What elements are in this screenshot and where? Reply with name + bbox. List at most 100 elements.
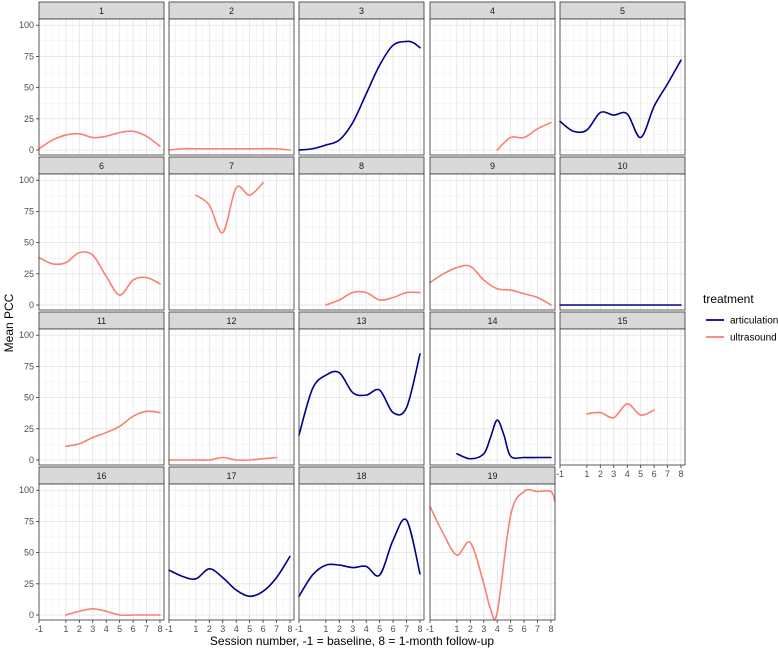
facet-strip-label: 11 <box>97 316 106 326</box>
panel-background <box>169 19 294 155</box>
facet-strip-label: 2 <box>229 6 234 16</box>
facet-strip-label: 17 <box>226 471 236 481</box>
x-tick-label: 1 <box>584 469 589 479</box>
y-tick-label: 0 <box>29 145 34 155</box>
y-tick-label: 75 <box>24 516 34 526</box>
y-tick-label: 0 <box>29 610 34 620</box>
y-tick-label: 100 <box>19 330 34 340</box>
x-tick-label: 8 <box>678 469 683 479</box>
x-tick-label: 2 <box>337 624 342 634</box>
x-tick-label: -1 <box>35 624 43 634</box>
facet-panel-17: 17 -1 1 2 3 4 5 6 7 8 <box>165 466 295 634</box>
panel-border <box>168 173 295 311</box>
x-tick-label: 8 <box>548 624 553 634</box>
facet-panel-1: 1 0 25 50 75 100 <box>19 1 165 156</box>
facet-strip-label: 13 <box>356 316 366 326</box>
y-tick-label: 75 <box>24 206 34 216</box>
y-tick-label: 50 <box>24 238 34 248</box>
x-tick-label: 7 <box>665 469 670 479</box>
x-tick-label: 3 <box>481 624 486 634</box>
x-tick-label: 7 <box>144 624 149 634</box>
panel-border <box>298 483 425 621</box>
facet-panel-7: 7 <box>168 156 295 311</box>
x-tick-label: 4 <box>495 624 500 634</box>
x-tick-label: 6 <box>522 624 527 634</box>
panel-border <box>429 173 556 311</box>
x-tick-label: -1 <box>426 624 434 634</box>
panel-border <box>559 18 686 156</box>
series-line-articulation <box>298 518 421 598</box>
facet-strip-label: 9 <box>490 161 495 171</box>
y-axis-title: Mean PCC <box>2 293 16 352</box>
series-line-articulation <box>298 40 421 151</box>
x-tick-label: 3 <box>350 624 355 634</box>
series-line-ultrasound <box>325 290 421 306</box>
series-line-articulation <box>298 353 421 436</box>
y-tick-label: 100 <box>19 485 34 495</box>
series-line-ultrasound <box>168 456 278 462</box>
series-line-ultrasound <box>195 181 264 234</box>
x-tick-label: 4 <box>104 624 109 634</box>
facet-strip-label: 3 <box>359 6 364 16</box>
panel-border <box>38 483 165 621</box>
series-line-ultrasound <box>38 251 161 296</box>
panel-border <box>168 18 295 156</box>
legend-item-articulation: articulation <box>706 316 778 327</box>
facet-panel-18: 18 -1 1 2 3 4 5 6 7 8 <box>295 466 425 634</box>
facet-strip-label: 14 <box>487 316 497 326</box>
x-tick-label: 3 <box>611 469 616 479</box>
x-tick-label: -1 <box>556 469 564 479</box>
panel-border <box>38 18 165 156</box>
x-tick-label: 4 <box>625 469 630 479</box>
series-line-ultrasound <box>65 607 161 617</box>
legend-item-ultrasound: ultrasound <box>706 333 777 344</box>
panel-background <box>299 329 424 465</box>
series-line-ultrasound <box>586 403 655 419</box>
series-line-articulation <box>456 419 552 460</box>
y-tick-label: 50 <box>24 548 34 558</box>
panel-background <box>430 19 555 155</box>
panel-background <box>560 174 685 310</box>
legend: treatment articulation ultrasound <box>703 292 778 344</box>
facet-panel-14: 14 <box>429 311 556 466</box>
x-tick-label: 7 <box>535 624 540 634</box>
panel-background <box>39 484 164 620</box>
y-tick-label: 25 <box>24 424 34 434</box>
panel-background <box>299 174 424 310</box>
x-tick-label: 3 <box>220 624 225 634</box>
y-tick-label: 75 <box>24 51 34 61</box>
facet-panel-3: 3 <box>298 1 425 156</box>
facet-panel-10: 10 <box>559 156 686 311</box>
facet-strip-label: 5 <box>620 6 625 16</box>
x-tick-label: 5 <box>247 624 252 634</box>
panel-border <box>429 328 556 466</box>
facet-strip-label: 19 <box>487 471 497 481</box>
panel-border <box>168 328 295 466</box>
x-tick-label: 5 <box>377 624 382 634</box>
panel-background <box>169 484 294 620</box>
x-tick-label: 2 <box>468 624 473 634</box>
x-tick-label: 1 <box>193 624 198 634</box>
series-line-ultrasound <box>429 488 556 621</box>
x-tick-label: 3 <box>90 624 95 634</box>
x-tick-label: 6 <box>391 624 396 634</box>
x-tick-label: 7 <box>274 624 279 634</box>
facet-panel-16: 16 0 25 50 75 100 -1 1 2 3 4 5 6 7 8 <box>19 466 165 634</box>
facet-panel-2: 2 <box>168 1 295 156</box>
x-tick-label: 6 <box>652 469 657 479</box>
panel-border <box>298 18 425 156</box>
facet-strip-label: 7 <box>229 161 234 171</box>
facet-strip-label: 8 <box>359 161 364 171</box>
facet-panel-5: 5 <box>559 1 686 156</box>
y-tick-label: 75 <box>24 361 34 371</box>
legend-label-articulation: articulation <box>730 316 778 327</box>
facet-panel-8: 8 <box>298 156 425 311</box>
series-line-articulation <box>168 555 291 598</box>
panel-border <box>429 483 556 621</box>
panel-background <box>39 329 164 465</box>
legend-label-ultrasound: ultrasound <box>730 333 777 344</box>
legend-title: treatment <box>703 292 754 306</box>
x-tick-label: 6 <box>131 624 136 634</box>
series-line-articulation <box>559 59 682 139</box>
facet-panel-12: 12 <box>168 311 295 466</box>
